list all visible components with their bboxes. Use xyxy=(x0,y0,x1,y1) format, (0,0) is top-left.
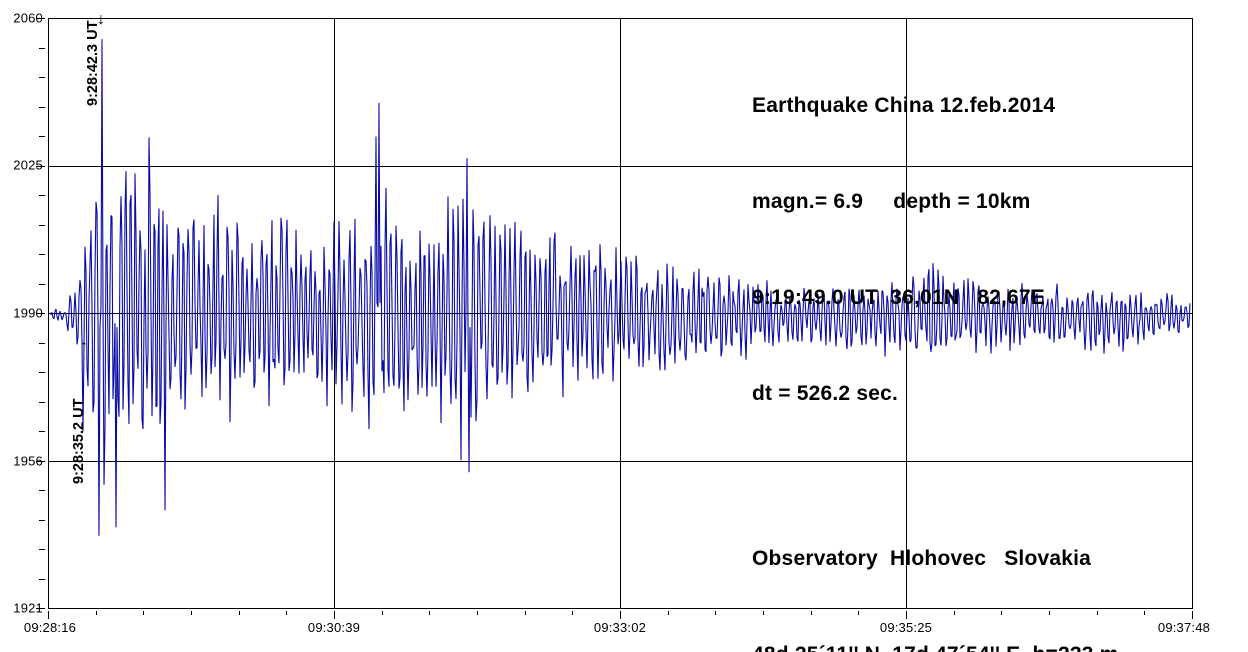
up-arrow-icon: ↑ xyxy=(80,338,88,355)
axis-tick-marks xyxy=(36,18,1193,619)
s-arrival-annotation: 9:28:42.3 UT xyxy=(85,20,101,106)
event-info-block: Earthquake China 12.feb.2014 magn.= 6.9 … xyxy=(752,26,1055,474)
x-axis-tick-label: 09:30:39 xyxy=(307,620,361,635)
x-axis-tick-label: 09:28:16 xyxy=(23,620,77,635)
x-axis-tick-label: 09:35:25 xyxy=(879,620,933,635)
y-axis-tick-label: 2060 xyxy=(13,10,43,26)
p-arrival-annotation: 9:28:35.2 UT xyxy=(71,398,87,484)
x-axis-tick-label: 09:33:02 xyxy=(593,620,647,635)
y-axis-tick-label: 1990 xyxy=(13,305,43,321)
station-name-line: Observatory Hlohovec Slovakia xyxy=(752,547,1092,570)
station-coords-line: 48d.25´11'' N 17d.47´54'' E h=223 m xyxy=(752,639,1119,652)
y-axis-tick-label: 2025 xyxy=(13,157,43,173)
down-arrow-icon: ↓ xyxy=(97,11,105,28)
station-info-block: Observatory Hlohovec Slovakia 48d.25´11'… xyxy=(752,479,1119,652)
x-axis-tick-label: 09:37:48 xyxy=(1157,620,1211,635)
y-axis-tick-label: 1921 xyxy=(13,600,43,616)
y-axis-tick-label: 1956 xyxy=(13,453,43,469)
event-origin-line: 9:19:49.0 UT 36,01N 82,67E xyxy=(752,286,1045,309)
event-dt-line: dt = 526.2 sec. xyxy=(752,382,899,405)
event-magnitude-line: magn.= 6.9 depth = 10km xyxy=(752,190,1031,213)
seismogram-trace xyxy=(50,39,1191,536)
event-title-line: Earthquake China 12.feb.2014 xyxy=(752,94,1056,117)
